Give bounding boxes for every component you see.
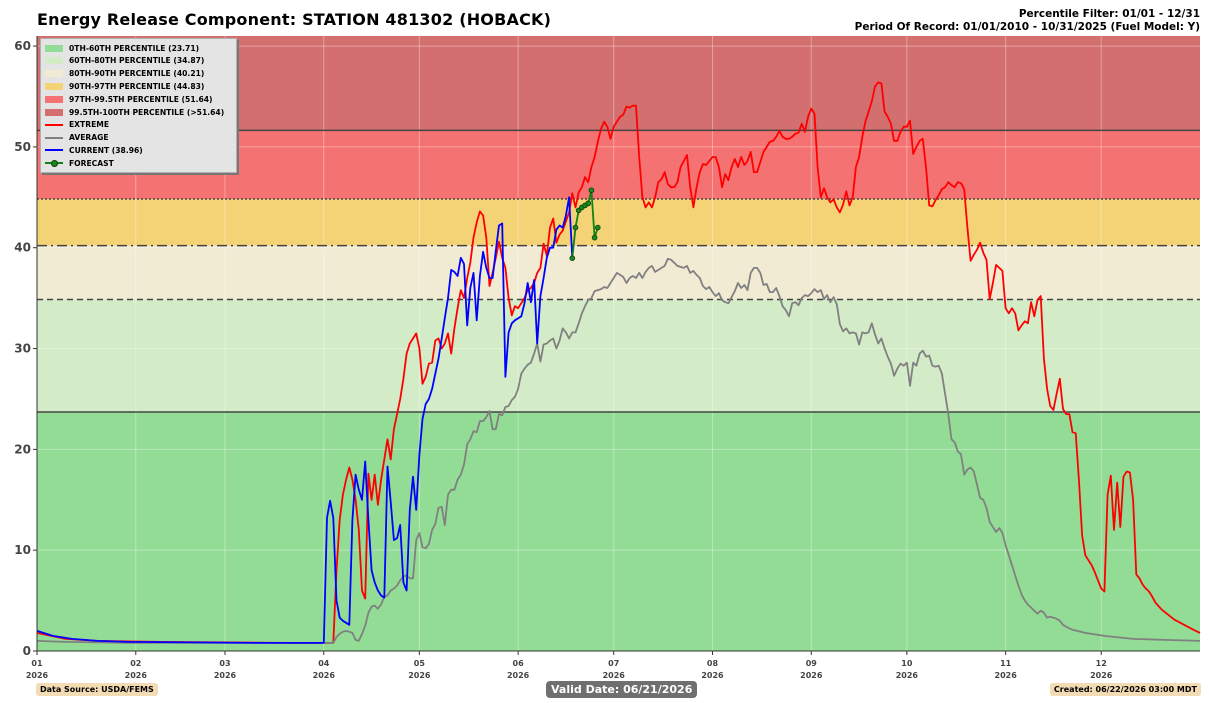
legend-item-9: FORECAST: [45, 157, 114, 169]
x-tick-month-1: 02: [130, 659, 141, 668]
forecast-point-1: [572, 224, 579, 231]
x-tick-year-4: 2026: [408, 671, 431, 680]
x-tick-month-11: 12: [1096, 659, 1107, 668]
valid-date-label: Valid Date: 06/21/2026: [546, 681, 698, 698]
forecast-point-8: [594, 224, 601, 231]
series-line-2: [36, 196, 574, 644]
legend-swatch-0: [45, 44, 63, 52]
x-tick-year-3: 2026: [313, 671, 336, 680]
legend-swatch-3: [45, 82, 63, 90]
forecast-point-6: [588, 187, 595, 194]
legend-item-2: 80TH-90TH PERCENTILE (40.21): [45, 68, 204, 80]
legend-label-3: 90TH-97TH PERCENTILE (44.83): [69, 81, 205, 91]
chart-legend: 0TH-60TH PERCENTILE (23.71) 60TH-80TH PER…: [40, 38, 237, 173]
forecast-point-5: [585, 200, 592, 207]
chart-title: Energy Release Component: STATION 481302…: [37, 10, 552, 29]
legend-swatch-5: [45, 108, 63, 116]
y-tick-label-1: 10: [14, 543, 31, 557]
legend-label-7: AVERAGE: [69, 133, 109, 143]
series-line-1: [36, 257, 1201, 644]
x-tick-year-5: 2026: [507, 671, 530, 680]
legend-label-4: 97TH-99.5TH PERCENTILE (51.64): [69, 94, 213, 104]
x-tick-year-1: 2026: [125, 671, 148, 680]
period-of-record: Period Of Record: 01/01/2010 - 10/31/202…: [854, 21, 1200, 33]
y-tick-label-6: 60: [14, 39, 31, 53]
x-tick-year-6: 2026: [603, 671, 626, 680]
percentile-band-1: [37, 299, 1200, 412]
legend-label-6: EXTREME: [69, 120, 110, 130]
percentile-band-0: [37, 411, 1200, 651]
x-tick-year-2: 2026: [214, 671, 237, 680]
x-tick-month-10: 11: [1000, 659, 1012, 668]
legend-label-9: FORECAST: [69, 158, 114, 168]
x-tick-year-9: 2026: [896, 671, 919, 680]
x-tick-month-5: 06: [513, 659, 525, 668]
legend-swatch-4: [45, 95, 63, 103]
y-tick-label-5: 50: [14, 140, 31, 154]
legend-label-0: 0TH-60TH PERCENTILE (23.71): [69, 43, 200, 53]
x-tick-month-7: 08: [707, 659, 719, 668]
legend-line-6: [45, 123, 63, 126]
series-line-0: [36, 81, 1201, 644]
x-tick-month-8: 09: [806, 659, 818, 668]
x-tick-month-0: 01: [31, 659, 43, 668]
data-source-label: Data Source: USDA/FEMS: [36, 683, 158, 696]
legend-label-1: 60TH-80TH PERCENTILE (34.87): [69, 56, 205, 66]
legend-swatch-2: [45, 70, 63, 78]
legend-item-6: EXTREME: [45, 119, 109, 131]
legend-item-3: 90TH-97TH PERCENTILE (44.83): [45, 80, 204, 92]
created-label: Created: 06/22/2026 03:00 MDT: [1049, 683, 1201, 696]
legend-label-8: CURRENT (38.96): [69, 145, 143, 155]
y-tick-label-0: 0: [23, 644, 31, 658]
legend-label-5: 99.5TH-100TH PERCENTILE (>51.64): [69, 107, 225, 117]
legend-item-8: CURRENT (38.96): [45, 144, 143, 156]
y-tick-label-2: 20: [14, 442, 31, 456]
legend-line-8: [45, 149, 63, 152]
forecast-point-7: [591, 234, 598, 241]
legend-line-9: [45, 160, 63, 168]
y-tick-label-4: 40: [14, 241, 31, 255]
legend-marker-9: [51, 160, 58, 168]
x-tick-month-9: 10: [901, 659, 913, 668]
x-tick-month-6: 07: [608, 659, 619, 668]
legend-item-0: 0TH-60TH PERCENTILE (23.71): [45, 42, 199, 54]
legend-label-2: 80TH-90TH PERCENTILE (40.21): [69, 69, 205, 79]
legend-item-1: 60TH-80TH PERCENTILE (34.87): [45, 55, 204, 67]
legend-line-7: [45, 136, 63, 139]
x-tick-year-0: 2026: [26, 671, 49, 680]
legend-item-5: 99.5TH-100TH PERCENTILE (>51.64): [45, 106, 224, 118]
percentile-filter: Percentile Filter: 01/01 - 12/31: [1018, 8, 1200, 20]
y-tick-label-3: 30: [14, 342, 31, 356]
forecast-point-0: [569, 255, 576, 262]
legend-item-4: 97TH-99.5TH PERCENTILE (51.64): [45, 93, 213, 105]
x-tick-month-2: 03: [219, 659, 230, 668]
x-tick-year-7: 2026: [701, 671, 724, 680]
x-tick-year-10: 2026: [995, 671, 1018, 680]
header-info: Percentile Filter: 01/01 - 12/31 Period …: [855, 8, 1200, 34]
x-tick-year-11: 2026: [1090, 671, 1113, 680]
percentile-band-3: [37, 199, 1200, 246]
legend-item-7: AVERAGE: [45, 132, 109, 144]
percentile-band-2: [37, 245, 1200, 300]
x-tick-month-3: 04: [318, 659, 330, 668]
x-tick-month-4: 05: [414, 659, 426, 668]
x-tick-year-8: 2026: [800, 671, 823, 680]
legend-swatch-1: [45, 57, 63, 65]
